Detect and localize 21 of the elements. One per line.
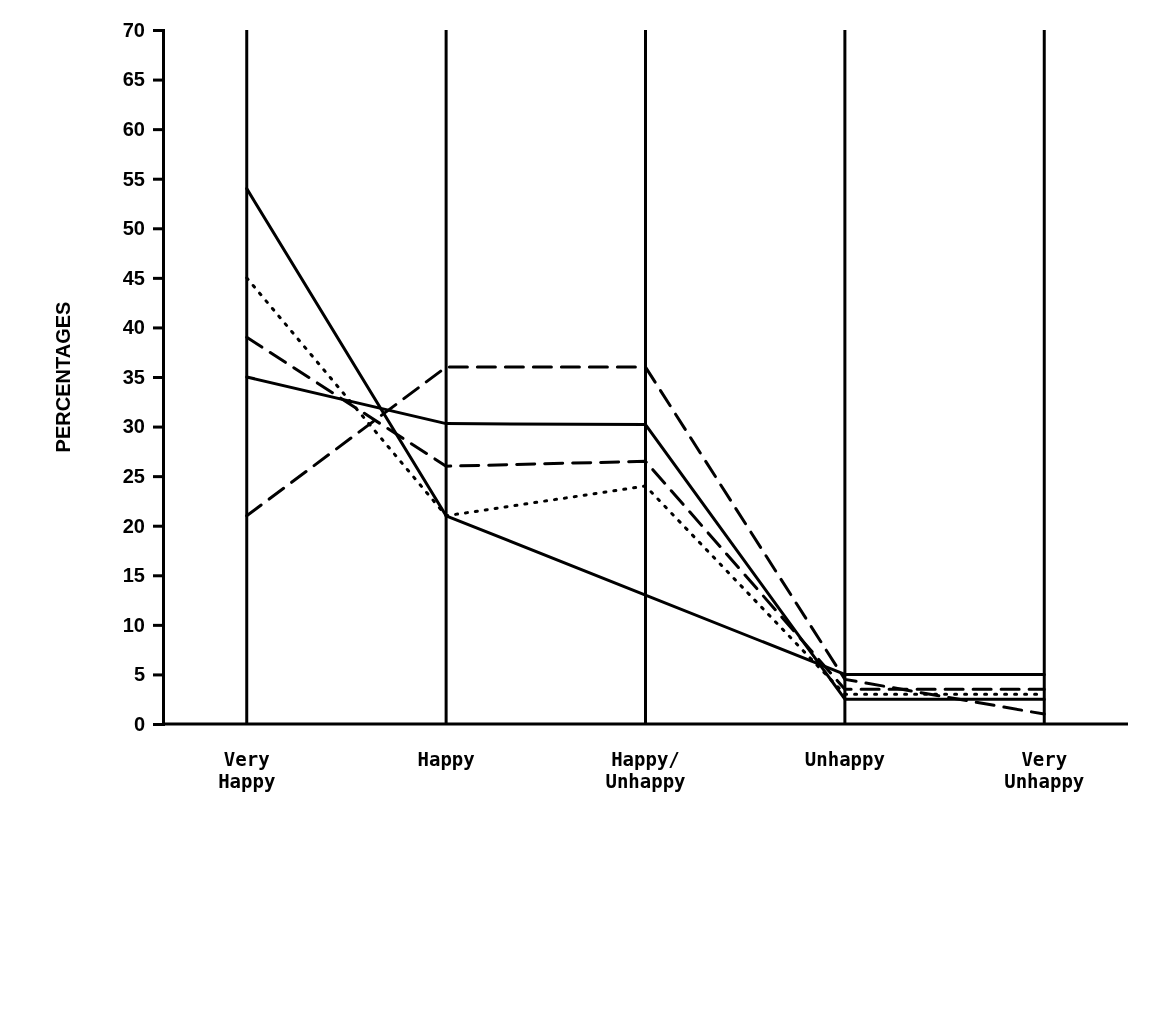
- y-tick-label: 35: [122, 365, 145, 388]
- y-tick-label: 30: [122, 415, 145, 438]
- y-tick-label: 10: [122, 613, 145, 636]
- x-tick-label: Happy/Unhappy: [605, 748, 686, 792]
- y-tick-label: 45: [122, 266, 145, 289]
- y-tick-label: 70: [122, 18, 145, 41]
- y-tick-label: 60: [122, 118, 145, 141]
- y-tick-label: 25: [122, 465, 145, 488]
- y-tick-label: 20: [122, 514, 145, 537]
- x-tick-label: Happy: [417, 748, 475, 770]
- x-tick-label: Very Happy: [218, 748, 276, 792]
- y-tick-label: 50: [122, 217, 145, 240]
- y-axis-title: PERCENTAGES: [52, 301, 74, 453]
- y-tick-label: 5: [133, 663, 145, 686]
- y-tick-label: 65: [122, 68, 145, 91]
- y-tick-label: 40: [122, 316, 145, 339]
- y-tick-label: 55: [122, 167, 145, 190]
- y-tick-label: 0: [133, 712, 145, 735]
- x-tick-label: Unhappy: [804, 748, 885, 770]
- y-tick-label: 15: [122, 564, 145, 587]
- x-tick-label: Very Unhappy: [1004, 748, 1085, 792]
